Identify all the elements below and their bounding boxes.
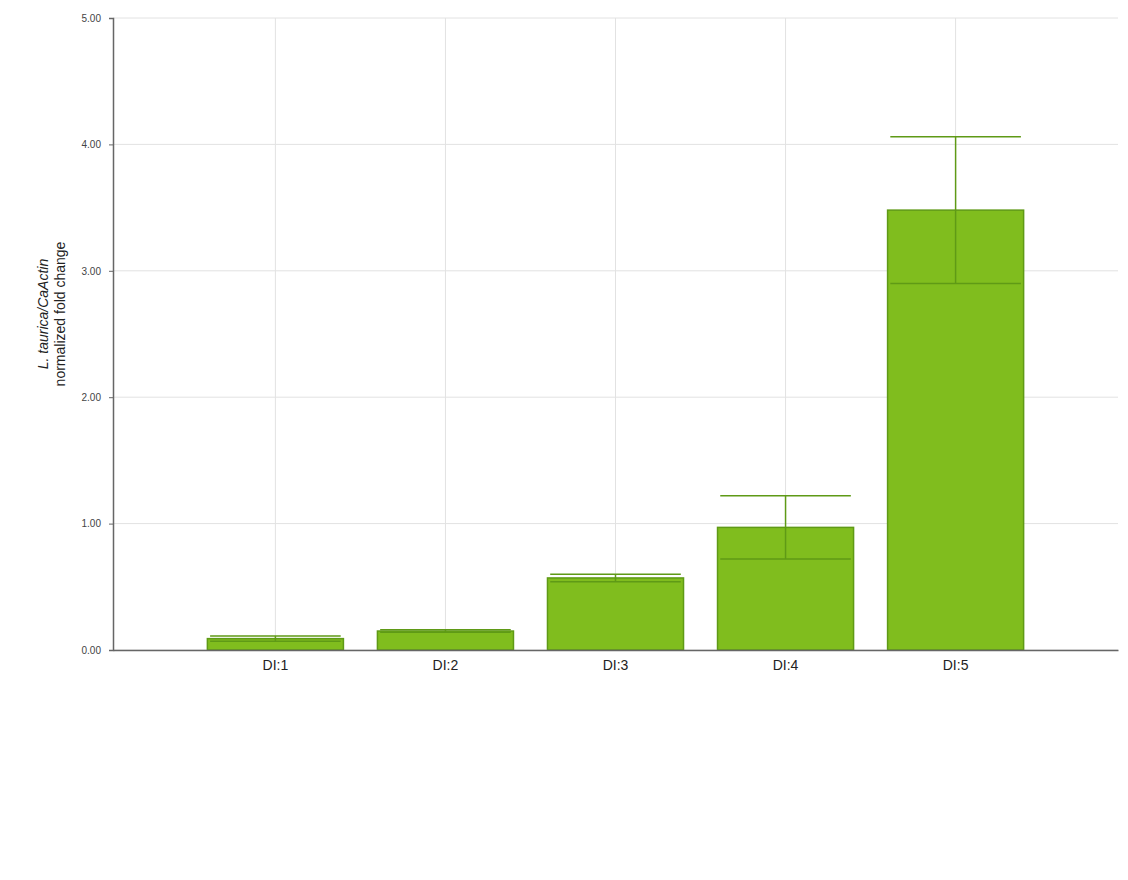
- y-tick: 2.00: [82, 392, 113, 403]
- y-tick: 3.00: [82, 266, 113, 277]
- x-tick: DI:1: [263, 650, 289, 673]
- x-axis: DI:1 DI:2 DI:3 DI:4 DI:5: [114, 650, 1119, 673]
- grid-line-vertical: [275, 18, 276, 650]
- x-tick-label: DI:5: [943, 657, 969, 673]
- error-bar-stem: [275, 636, 277, 641]
- y-tick-mark: [109, 524, 113, 525]
- error-bar-cap: [210, 635, 341, 637]
- error-bar-cap: [380, 629, 511, 631]
- error-bar-cap: [380, 632, 511, 634]
- grid: [113, 18, 1118, 650]
- y-tick-label: 0.00: [82, 645, 102, 656]
- error-bar-stem: [615, 574, 617, 582]
- x-axis-line: [114, 650, 1119, 652]
- y-tick-label: 4.00: [82, 139, 102, 150]
- error-bar: [210, 636, 341, 641]
- x-tick: DI:2: [433, 650, 459, 673]
- y-tick: 5.00: [82, 13, 113, 24]
- y-tick-label: 1.00: [82, 518, 102, 529]
- x-tick-label: DI:3: [603, 657, 629, 673]
- error-bar: [550, 574, 681, 582]
- y-tick: 0.00: [82, 645, 113, 656]
- error-bar-stem: [955, 137, 957, 284]
- bars: [207, 137, 1023, 650]
- grid-line-vertical: [445, 18, 446, 650]
- y-tick-mark: [109, 271, 113, 272]
- error-bar: [890, 137, 1021, 284]
- error-bar: [720, 496, 851, 559]
- error-bar-stem: [785, 496, 787, 559]
- y-axis: 0.00 1.00 2.00 3.00 4.00 5.00: [82, 13, 114, 656]
- y-axis-title: normalized fold change: [52, 241, 68, 386]
- x-tick-label: DI:2: [433, 657, 459, 673]
- error-bar-cap: [720, 558, 851, 560]
- y-tick-label: 3.00: [82, 266, 102, 277]
- x-tick-label: DI:4: [773, 657, 799, 673]
- y-tick-label: 5.00: [82, 13, 102, 24]
- y-tick: 1.00: [82, 518, 113, 529]
- y-tick: 4.00: [82, 139, 113, 150]
- y-tick-mark: [109, 18, 113, 19]
- x-tick: DI:5: [943, 650, 969, 673]
- y-tick-mark: [109, 397, 113, 398]
- x-tick: DI:4: [773, 650, 799, 673]
- bar: [377, 631, 513, 650]
- y-tick-mark: [109, 650, 113, 651]
- error-bar-cap: [890, 283, 1021, 285]
- error-bar: [380, 630, 511, 633]
- error-bar-cap: [210, 640, 341, 642]
- bar: [547, 578, 683, 650]
- error-bar-cap: [550, 581, 681, 583]
- error-bar-cap: [550, 573, 681, 575]
- grid-line-vertical: [615, 18, 616, 650]
- error-bar-cap: [720, 495, 851, 497]
- error-bar-cap: [890, 136, 1021, 138]
- y-axis-title: L. taurica/CaActin: [35, 259, 51, 370]
- x-tick: DI:3: [603, 650, 629, 673]
- chart: 0.00 1.00 2.00 3.00 4.00 5.00 DI:1 DI:2 DI:3 DI:4…: [0, 0, 1128, 880]
- y-axis-line: [109, 19, 114, 651]
- y-tick-label: 2.00: [82, 392, 102, 403]
- x-tick-label: DI:1: [263, 657, 289, 673]
- grid-line-vertical: [785, 18, 786, 650]
- y-tick-mark: [109, 144, 113, 145]
